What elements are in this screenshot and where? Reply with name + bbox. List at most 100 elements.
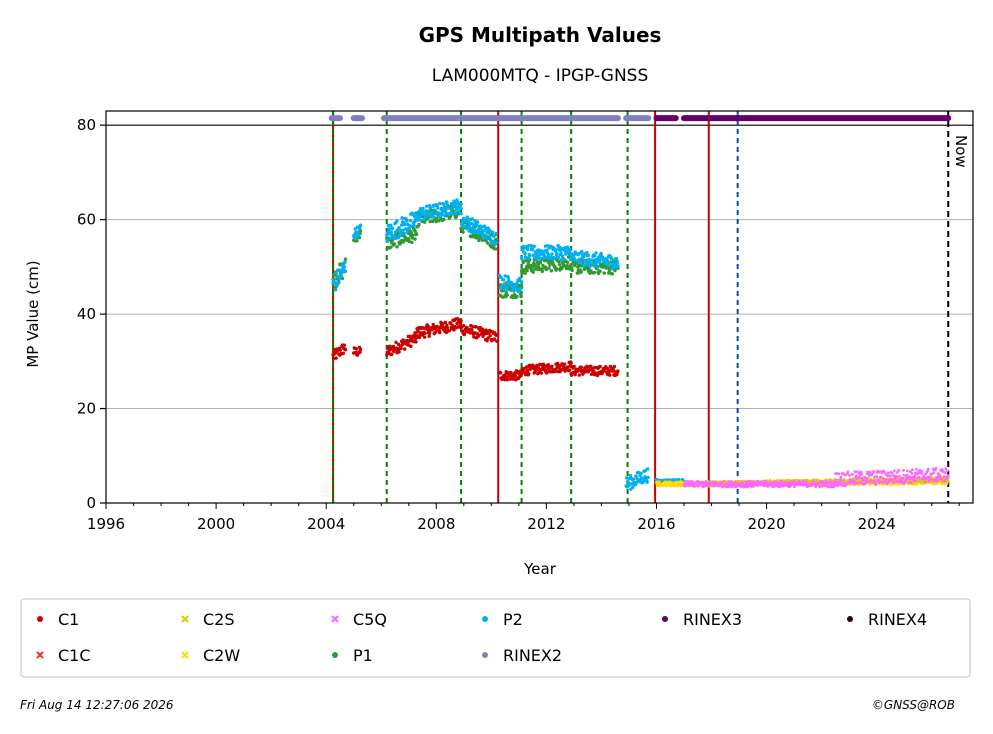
point-p2 [635, 476, 639, 481]
point-p2 [444, 210, 448, 214]
point-p2 [589, 258, 594, 262]
point-c1 [461, 324, 466, 328]
point-c2s [946, 479, 950, 482]
point-c5q [920, 469, 923, 473]
point-p2 [459, 206, 463, 211]
point-c1 [443, 320, 448, 325]
x-tick-label: 2012 [527, 515, 565, 533]
point-c1 [562, 362, 567, 366]
point-p2 [417, 215, 422, 219]
point-c5q [839, 478, 842, 482]
point-c5q [934, 466, 938, 470]
point-c1 [341, 351, 346, 356]
point-c5q [706, 484, 709, 488]
point-p2 [430, 210, 434, 215]
point-c5q [921, 477, 924, 481]
point-p2 [395, 219, 399, 223]
x-tick-label: 2000 [197, 515, 235, 533]
point-p2 [334, 271, 338, 275]
point-c5q [866, 480, 870, 484]
point-p2 [495, 240, 499, 245]
point-p2 [333, 288, 338, 292]
point-c1 [481, 334, 485, 339]
point-p2 [445, 203, 450, 207]
point-c1 [427, 331, 432, 335]
point-c5q [897, 474, 901, 478]
point-c5q [863, 481, 867, 485]
legend-item-rinex3: RINEX3 [662, 610, 742, 629]
point-p2 [400, 216, 404, 220]
point-c5q [858, 475, 861, 478]
legend-item-c2s: C2S [181, 610, 235, 629]
point-p2 [438, 201, 442, 206]
point-p2 [515, 281, 519, 285]
point-p1 [331, 273, 336, 277]
point-p2 [645, 480, 649, 484]
point-c5q [856, 481, 860, 485]
point-c2w [915, 482, 919, 486]
point-c5q [895, 475, 899, 479]
legend-item-c2w: C2W [181, 646, 240, 665]
point-c1 [390, 352, 394, 356]
point-p1 [485, 241, 490, 245]
point-c5q [835, 484, 839, 488]
point-p2 [646, 475, 650, 480]
point-p1 [547, 266, 551, 270]
point-c1 [498, 371, 503, 375]
point-c1 [391, 344, 396, 349]
point-p2 [337, 281, 341, 285]
point-c1 [399, 346, 403, 351]
point-p2 [409, 224, 414, 228]
point-p2 [479, 225, 484, 229]
point-p1 [437, 219, 441, 223]
legend-label: C1C [58, 646, 91, 665]
point-p1 [484, 238, 488, 243]
point-p1 [592, 270, 597, 275]
point-p2 [386, 223, 390, 228]
point-c5q [906, 469, 909, 473]
point-p2 [480, 233, 485, 237]
now-label: Now [952, 135, 970, 168]
point-c5q [820, 484, 824, 488]
point-p1 [610, 272, 615, 276]
point-c1 [511, 377, 516, 381]
point-c1 [427, 334, 431, 338]
point-c5q [730, 480, 734, 484]
point-p2 [399, 232, 403, 236]
legend-item-p1: P1 [332, 646, 373, 665]
legend-item-c1c: C1C [36, 646, 91, 665]
point-p1 [538, 261, 543, 265]
point-p2 [464, 226, 469, 231]
point-p1 [531, 264, 535, 268]
point-c1 [488, 333, 492, 338]
point-p2 [580, 249, 584, 254]
point-c1 [513, 374, 518, 378]
point-p1 [600, 265, 605, 269]
point-p2 [401, 228, 405, 232]
point-c1 [567, 368, 572, 372]
point-p2 [408, 218, 413, 223]
point-c1 [536, 365, 540, 370]
point-p2 [392, 236, 396, 240]
point-p1 [565, 260, 570, 265]
point-p1 [583, 266, 588, 271]
point-p2 [639, 471, 643, 475]
point-c5q [930, 472, 934, 476]
point-p2 [554, 248, 558, 252]
point-c5q [920, 472, 924, 475]
legend-label: RINEX4 [868, 610, 927, 629]
point-p2 [424, 204, 429, 208]
point-p2 [568, 248, 572, 252]
point-p2 [389, 230, 394, 235]
point-p2 [398, 228, 402, 232]
point-p2 [421, 206, 425, 211]
legend-item-p2: P2 [482, 610, 523, 629]
point-p2 [628, 473, 632, 478]
legend-label: P1 [353, 646, 373, 665]
point-c5q [932, 468, 936, 472]
point-p2 [443, 213, 447, 218]
x-tick-label: 2004 [307, 515, 345, 533]
point-c5q [895, 470, 899, 474]
point-c5q [913, 474, 917, 477]
plot-area: Now 0 20 40 60 80 1996 2000 2004 2008 2012 2016 2020… [77, 110, 974, 533]
